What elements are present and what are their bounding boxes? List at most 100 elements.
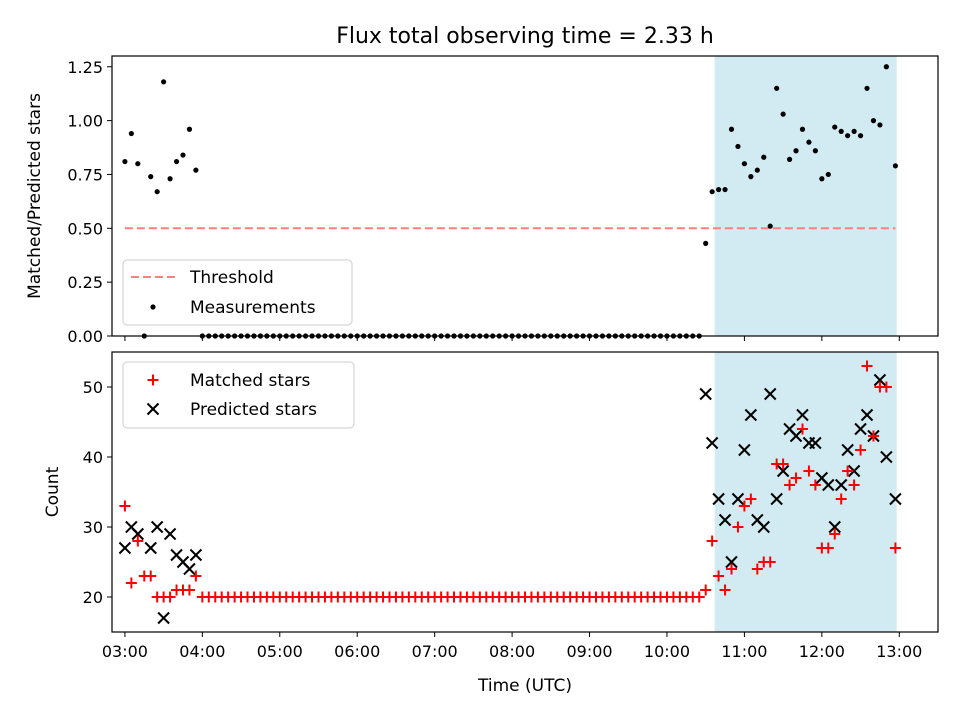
predicted-star-point (809, 436, 822, 450)
matched-star-point (889, 542, 901, 554)
matched-star-point (145, 570, 157, 582)
legend-matched-label: Matched stars (190, 371, 310, 391)
bottom-marks (118, 360, 902, 625)
matched-star-point (784, 479, 796, 491)
measurement-point (767, 223, 773, 229)
predicted-star-point (834, 478, 848, 492)
matched-star-point (809, 479, 821, 491)
measurement-point (857, 133, 864, 139)
x-tick-label: 04:00 (179, 642, 225, 661)
x-tick-label: 09:00 (566, 642, 612, 661)
matched-star-point (125, 577, 137, 589)
matched-star-point (132, 535, 144, 547)
legend-measurements-label: Measurements (190, 298, 316, 318)
x-tick-label: 05:00 (257, 642, 303, 661)
predicted-star-point (189, 548, 203, 562)
x-tick-label: 13:00 (876, 642, 922, 661)
measurement-point (819, 176, 825, 182)
predicted-star-point (118, 541, 132, 555)
bottom-highlight-span (714, 352, 897, 632)
top-highlight-span (714, 56, 897, 336)
measurement-point (754, 167, 760, 173)
predicted-star-point (770, 492, 783, 506)
top-axes-frame (111, 55, 939, 337)
measurement-point (883, 64, 889, 70)
bottom-y-tick-label: 40 (83, 448, 103, 467)
measurement-point (128, 130, 134, 137)
predicted-star-point (757, 520, 770, 534)
predicted-star-point (712, 492, 725, 506)
bottom-x-ticks: 03:00 04:00 05:00 06:00 07:00 08:00 09:00 10:00… (102, 632, 922, 661)
matched-star-point (745, 493, 757, 505)
legend-predicted-label: Predicted stars (190, 400, 317, 420)
measurement-point (838, 128, 844, 134)
measurement-point (161, 79, 167, 85)
measurement-point (864, 85, 870, 91)
measurement-point (812, 148, 818, 154)
matched-star-point (842, 465, 854, 477)
measurement-point (877, 122, 883, 128)
x-tick-label: 06:00 (334, 642, 380, 661)
top-y-tick-label: 0.50 (67, 219, 103, 238)
measurement-point (780, 111, 786, 117)
measurement-point (851, 128, 857, 134)
matched-star-point (726, 563, 737, 575)
top-y-axis-label: Matched/Predicted stars (25, 93, 45, 299)
measurement-point (122, 158, 128, 165)
top-y-tick-label: 0.75 (67, 165, 103, 184)
predicted-star-point (157, 611, 170, 625)
measurement-point (173, 158, 180, 165)
measurement-point (709, 189, 715, 195)
matched-star-point (706, 535, 718, 547)
legend-box (122, 259, 353, 326)
predicted-star-point (183, 562, 196, 576)
top-y-tick-label: 0.00 (67, 327, 103, 346)
measurement-point (741, 161, 748, 167)
predicted-star-point (718, 513, 732, 527)
matched-star-point (848, 479, 860, 491)
x-tick-label: 07:00 (412, 642, 458, 661)
x-tick-label: 11:00 (721, 642, 767, 661)
matched-star-point (822, 542, 834, 554)
x-tick-label: 08:00 (489, 642, 535, 661)
bottom-y-axis-label: Count (43, 466, 63, 517)
measurement-point (748, 174, 754, 180)
matched-star-point (713, 570, 725, 582)
predicted-star-point (144, 541, 157, 555)
predicted-star-point (828, 520, 841, 534)
measurement-point (845, 133, 851, 139)
top-legend: Threshold Measurements (122, 259, 353, 326)
bottom-y-tick-label: 20 (83, 588, 103, 607)
top-y-tick-label: 1.25 (67, 58, 103, 77)
predicted-star-point (146, 402, 160, 416)
matched-star-point (829, 528, 841, 540)
ratio-panel: 0.00 0.25 0.50 0.75 1.00 1.25 Matched/Predict… (25, 55, 939, 346)
predicted-star-point (822, 478, 835, 492)
measurement-point (793, 148, 799, 154)
measurement-point (167, 176, 173, 182)
matched-star-point (190, 570, 202, 582)
x-tick-label: 03:00 (102, 642, 148, 661)
predicted-star-point (873, 373, 887, 387)
matched-star-point (790, 472, 802, 484)
predicted-star-point (731, 492, 745, 506)
x-tick-label: 10:00 (644, 642, 690, 661)
matched-star-point (835, 493, 847, 505)
bottom-y-tick-label: 50 (83, 378, 103, 397)
measurement-point (154, 189, 160, 195)
x-tick-label: 12:00 (799, 642, 845, 661)
matched-star-point (700, 584, 712, 596)
legend-threshold-label: Threshold (189, 268, 274, 288)
matched-star-point (796, 423, 808, 435)
predicted-star-point (744, 408, 758, 422)
matched-star-point (732, 521, 744, 533)
predicted-star-point (789, 429, 803, 443)
measurement-point (135, 161, 141, 167)
matched-star-point (751, 563, 763, 575)
bottom-y-tick-label: 30 (83, 518, 103, 537)
predicted-star-point (725, 555, 738, 569)
measurement-point (193, 167, 199, 173)
measurement-point (735, 143, 741, 150)
